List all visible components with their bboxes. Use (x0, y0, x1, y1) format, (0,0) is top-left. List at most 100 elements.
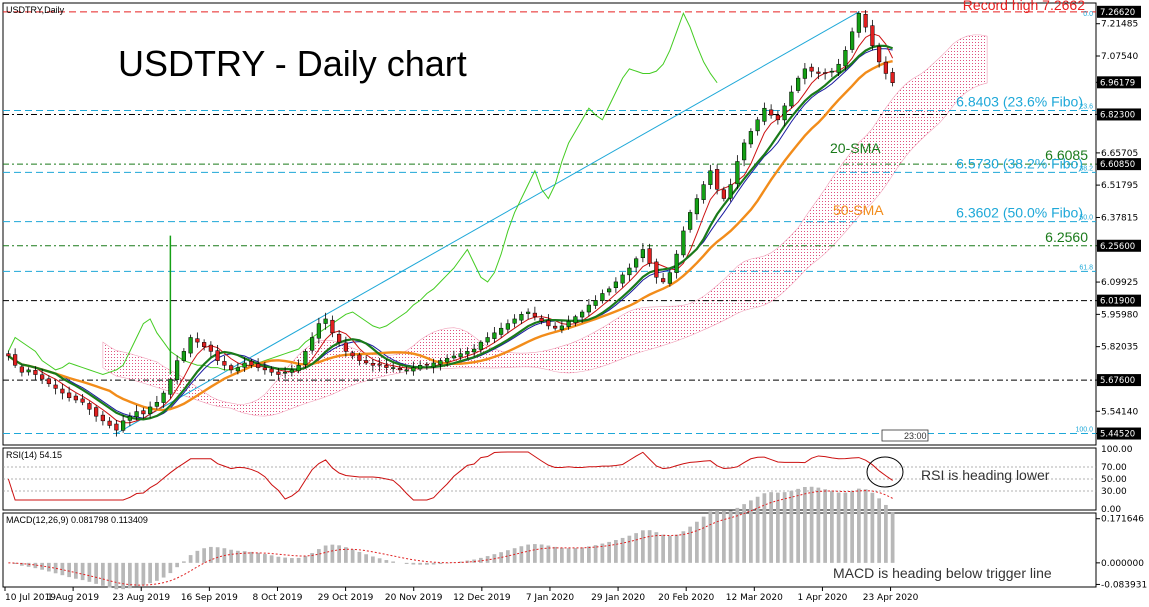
candle-body (877, 46, 882, 63)
y-tick-label: 7.21485 (1101, 20, 1138, 30)
macd-signal-line (8, 490, 893, 586)
price-axis: 7.21485 7.07540 6.96179 6.82300 6.657056.608… (1096, 5, 1141, 440)
y-tick-label: 6.65705 (1101, 149, 1138, 159)
candle-body (559, 325, 564, 330)
x-tick-label: 12 Dec 2019 (453, 593, 511, 603)
rsi-tick-label: 0.00 (1101, 505, 1121, 515)
candle-body (229, 365, 234, 371)
candle-body (53, 384, 58, 389)
candle-body (829, 70, 834, 73)
rsi-tick-label: 100.00 (1101, 445, 1133, 455)
price-tag-box (1097, 108, 1141, 121)
y-tick-label: 5.95980 (1101, 310, 1138, 320)
x-tick-label: 29 Oct 2019 (318, 593, 374, 603)
candle-body (33, 370, 38, 375)
level-label: 6.2560 (1045, 229, 1088, 245)
price-tag-box (1097, 5, 1141, 18)
candle-body (593, 300, 598, 306)
candle-body (850, 31, 855, 50)
candle-body (73, 395, 78, 401)
candle-body (397, 367, 402, 371)
candle-body (688, 212, 693, 230)
candle-body (364, 360, 369, 364)
x-tick-label: 29 Jan 2020 (591, 593, 645, 603)
rsi-tick-label: 30.00 (1101, 487, 1127, 497)
price-tag-label: 6.60850 (1100, 160, 1135, 170)
rsi-line (7, 451, 893, 501)
rsi-tick-label: 70.00 (1101, 463, 1127, 473)
candle-body (208, 344, 213, 352)
fibo-pct-label: 38.2 (1079, 165, 1093, 172)
candle-body (505, 323, 510, 330)
candle-body (195, 338, 200, 343)
candle-body (269, 368, 274, 373)
fibo-pct-label: 50.0 (1079, 215, 1093, 222)
candle-body (19, 366, 24, 373)
sma20-label: 20-SMA (830, 140, 881, 156)
candle-body (100, 414, 105, 422)
x-tick-label: 7 Jan 2020 (526, 593, 574, 603)
candle-body (384, 365, 389, 368)
candle-body (181, 351, 186, 361)
candle-body (728, 184, 733, 199)
candle-body (87, 403, 92, 410)
candle-body (121, 420, 126, 431)
candle-body (613, 281, 618, 288)
candle-body (694, 198, 699, 215)
macd-tick-label: -0.083931 (1101, 580, 1147, 590)
candle-body (40, 374, 45, 380)
candle-body (492, 332, 497, 339)
candle-body (681, 230, 686, 256)
price-tag-box (1097, 239, 1141, 252)
candle-body (715, 169, 720, 190)
y-tick-label: 5.82035 (1101, 343, 1138, 353)
candle-body (870, 25, 875, 46)
macd-label: MACD(12,26,9) 0.081798 0.113409 (6, 515, 148, 525)
candle-body (391, 367, 396, 369)
chikou-line (7, 11, 718, 376)
x-tick-label: 12 Mar 2020 (726, 593, 783, 603)
y-tick-label: 5.54140 (1101, 407, 1138, 417)
timer-badge: 23:00 (881, 429, 929, 442)
candlesticks (6, 10, 895, 437)
fibo-pct-label: 0.0 (1083, 11, 1093, 18)
candle-body (6, 353, 11, 357)
candle-body (796, 77, 801, 91)
candle-body (789, 91, 794, 107)
candle-body (478, 341, 483, 350)
sma50-label: 50-SMA (833, 202, 884, 218)
y-tick-label: 7.07540 (1101, 52, 1138, 62)
candle-body (370, 363, 375, 366)
candle-body (701, 184, 706, 200)
candle-body (748, 131, 753, 145)
candle-body (600, 293, 605, 301)
x-tick-label: 10 Jul 2019 (5, 593, 56, 603)
level-label: 6.5730 (38.2% Fibo) (956, 155, 1083, 171)
rsi-highlight-circle (866, 456, 904, 488)
ichimoku-cloud (102, 34, 988, 417)
level-label: 6.6085 (1045, 147, 1088, 163)
candle-body (512, 318, 517, 324)
tenkan-line (8, 33, 894, 424)
candle-body (337, 333, 342, 343)
candle-body (283, 371, 288, 374)
price-tag-label: 6.82300 (1100, 110, 1135, 120)
price-tag-box (1097, 374, 1141, 387)
candle-body (431, 362, 436, 368)
candle-body (721, 189, 726, 199)
x-tick-label: 16 Sep 2019 (181, 593, 238, 603)
candle-body (485, 337, 490, 343)
macd-indicator: 0.171646 0.000000 -0.083931 (8, 486, 1147, 590)
macd-tick-label: 0.171646 (1101, 515, 1144, 525)
candle-body (472, 348, 477, 353)
candle-body (175, 360, 180, 380)
candle-body (769, 109, 774, 116)
candle-body (532, 312, 537, 317)
candle-body (742, 142, 747, 161)
candle-body (256, 363, 261, 368)
candle-body (755, 119, 760, 132)
chart-title: USDTRY - Daily chart (118, 43, 467, 84)
ichimoku-cloud-area (102, 34, 988, 417)
